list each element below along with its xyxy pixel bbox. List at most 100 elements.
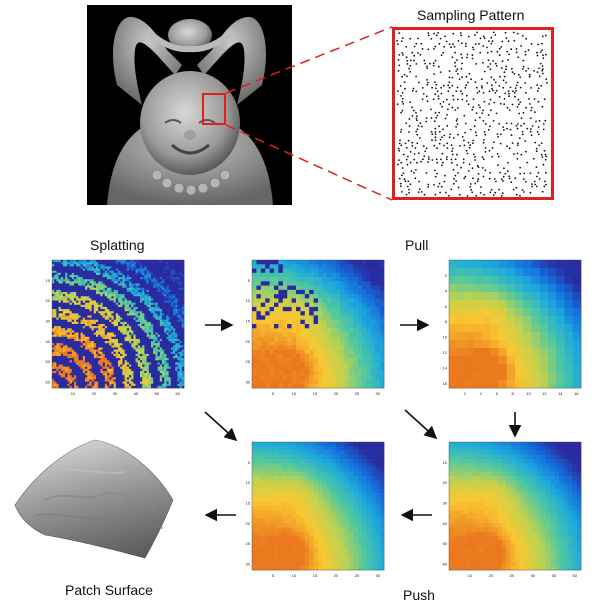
sample-dot — [442, 51, 445, 54]
sample-dot — [419, 53, 422, 56]
sample-dot — [489, 68, 492, 71]
sample-dot — [503, 103, 506, 105]
sample-dot — [415, 130, 418, 133]
sample-dot — [467, 170, 470, 172]
sample-dot — [515, 84, 518, 87]
sample-dot — [526, 127, 529, 130]
sample-dot — [515, 125, 518, 127]
sample-dot — [447, 108, 449, 111]
x-tick-label: 10 — [292, 573, 297, 578]
sample-dot — [475, 134, 478, 137]
sample-dot — [534, 141, 537, 144]
sample-dot — [409, 161, 412, 164]
sample-dot — [520, 45, 522, 47]
x-tick-label: 2 — [464, 391, 467, 396]
sample-dot — [492, 31, 495, 34]
sample-dot — [454, 158, 457, 161]
sample-dot — [486, 46, 488, 49]
sample-dot — [482, 120, 485, 122]
y-tick-label: 50 — [443, 541, 448, 546]
sample-dot — [483, 139, 485, 141]
sample-dot — [529, 191, 532, 194]
y-tick-label: 12 — [443, 350, 448, 355]
sample-dot — [418, 81, 420, 84]
sample-dot — [472, 48, 475, 51]
sample-dot — [513, 73, 516, 75]
sample-dot — [497, 155, 500, 158]
sample-dot — [523, 172, 526, 175]
sample-dot — [481, 167, 484, 169]
sample-dot — [522, 68, 524, 70]
sample-dot — [467, 35, 470, 38]
sample-dot — [408, 67, 410, 70]
y-tick-label: 10 — [246, 298, 251, 303]
sample-dot — [427, 156, 430, 158]
y-tick-label: 20 — [246, 521, 251, 526]
sample-dot — [523, 191, 525, 193]
sample-dot — [424, 150, 427, 153]
x-tick-label: 20 — [334, 391, 339, 396]
sample-dot — [446, 114, 448, 116]
sample-dot — [502, 79, 505, 82]
sample-dot — [467, 141, 470, 144]
sample-dot — [443, 180, 446, 183]
sample-dot — [421, 98, 424, 101]
sample-dot — [521, 133, 524, 136]
sample-dot — [491, 40, 494, 43]
sample-dot — [489, 171, 491, 174]
sample-dot — [510, 134, 513, 137]
sample-dot — [433, 184, 435, 186]
x-tick-label: 8 — [511, 391, 514, 396]
sample-dot — [467, 81, 469, 84]
y-tick-label: 25 — [246, 359, 251, 364]
sample-dot — [483, 37, 486, 40]
sample-dot — [451, 76, 454, 79]
sample-dot — [422, 93, 425, 95]
x-tick-label: 20 — [334, 573, 339, 578]
sample-dot — [404, 142, 407, 145]
sample-dot — [496, 153, 499, 155]
sample-dot — [542, 72, 544, 75]
sample-dot — [466, 53, 469, 56]
sample-dot — [398, 159, 400, 162]
sample-dot — [452, 153, 454, 156]
sample-dot — [405, 146, 408, 149]
sample-dot — [502, 175, 505, 178]
sample-dot — [490, 76, 493, 79]
sample-dot — [537, 126, 540, 128]
sample-dot — [396, 39, 398, 42]
sample-dot — [438, 65, 440, 68]
sample-dot — [536, 54, 539, 57]
sample-dot — [517, 56, 520, 59]
sample-dot — [416, 128, 419, 131]
y-tick-label: 50 — [46, 359, 51, 364]
sample-dot — [440, 158, 442, 161]
sample-dot — [400, 40, 403, 42]
sample-dot — [435, 34, 438, 37]
sample-dot — [535, 150, 538, 153]
sample-dot — [505, 68, 507, 71]
sample-dot — [478, 90, 481, 93]
sample-dot — [477, 166, 480, 169]
sample-dot — [516, 127, 519, 130]
sample-dot — [544, 158, 547, 161]
sample-dot — [433, 144, 436, 147]
sample-dot — [434, 93, 437, 96]
y-tick-label: 30 — [443, 501, 448, 506]
sample-dot — [430, 38, 433, 40]
sample-dot — [461, 76, 463, 79]
sample-dot — [415, 75, 417, 78]
sample-dot — [464, 45, 467, 47]
y-tick-label: 20 — [46, 298, 51, 303]
sample-dot — [434, 59, 437, 62]
sample-dot — [444, 35, 446, 38]
sample-dot — [521, 34, 524, 37]
sample-dot — [477, 104, 480, 107]
sample-dot — [424, 62, 427, 65]
sample-dot — [474, 119, 477, 122]
sample-dot — [421, 48, 424, 50]
sample-dot — [398, 149, 401, 152]
sample-dot — [461, 62, 463, 65]
sample-dot — [501, 192, 504, 195]
sample-dot — [407, 155, 409, 158]
